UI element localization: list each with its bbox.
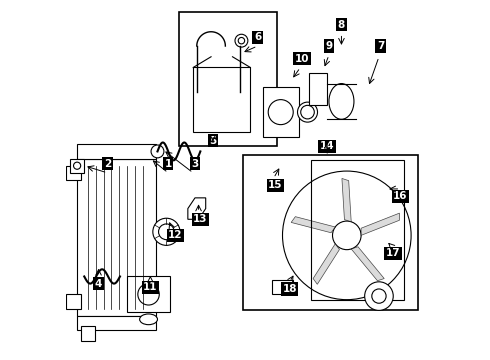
Bar (77, 158, 156, 316)
Circle shape (365, 282, 393, 310)
Circle shape (297, 102, 318, 122)
Bar (263, 87, 298, 137)
Bar (70, 158, 84, 173)
Circle shape (372, 289, 386, 303)
Polygon shape (351, 247, 384, 281)
Circle shape (268, 100, 293, 125)
Text: 14: 14 (320, 141, 335, 151)
Circle shape (235, 34, 248, 47)
Circle shape (283, 171, 411, 300)
Circle shape (333, 221, 361, 249)
Text: 8: 8 (338, 19, 345, 30)
Text: 2: 2 (104, 159, 111, 169)
Text: 17: 17 (386, 248, 400, 258)
Circle shape (151, 145, 164, 158)
Circle shape (138, 284, 159, 305)
Text: 5: 5 (209, 136, 217, 146)
Text: 7: 7 (377, 41, 385, 51)
Text: 13: 13 (193, 214, 208, 224)
Text: 18: 18 (282, 284, 297, 294)
Polygon shape (188, 198, 206, 219)
Text: 3: 3 (192, 159, 198, 169)
Circle shape (238, 37, 245, 44)
Text: 4: 4 (95, 279, 102, 289)
Ellipse shape (329, 84, 354, 119)
Circle shape (159, 224, 174, 240)
Bar (77, 144, 156, 158)
Bar (66, 166, 81, 180)
Text: 6: 6 (254, 32, 261, 42)
Polygon shape (361, 213, 399, 235)
Bar (193, 67, 250, 132)
Bar (243, 155, 418, 310)
Text: 16: 16 (393, 191, 408, 201)
Text: 9: 9 (325, 41, 333, 51)
Circle shape (153, 218, 180, 246)
Bar (77, 316, 156, 330)
Text: 1: 1 (165, 159, 172, 169)
Circle shape (74, 162, 81, 169)
Bar (127, 276, 170, 312)
Text: 12: 12 (168, 230, 183, 240)
Text: 10: 10 (295, 54, 309, 64)
Text: 15: 15 (268, 180, 283, 190)
Text: 11: 11 (143, 282, 158, 292)
Polygon shape (291, 217, 335, 233)
Bar (309, 73, 327, 105)
Circle shape (301, 105, 314, 119)
Bar (81, 327, 95, 341)
Ellipse shape (140, 314, 157, 325)
Polygon shape (342, 179, 351, 222)
Bar (179, 12, 277, 146)
Bar (311, 160, 404, 300)
Polygon shape (313, 244, 340, 284)
Bar (66, 294, 81, 309)
Bar (272, 280, 293, 294)
